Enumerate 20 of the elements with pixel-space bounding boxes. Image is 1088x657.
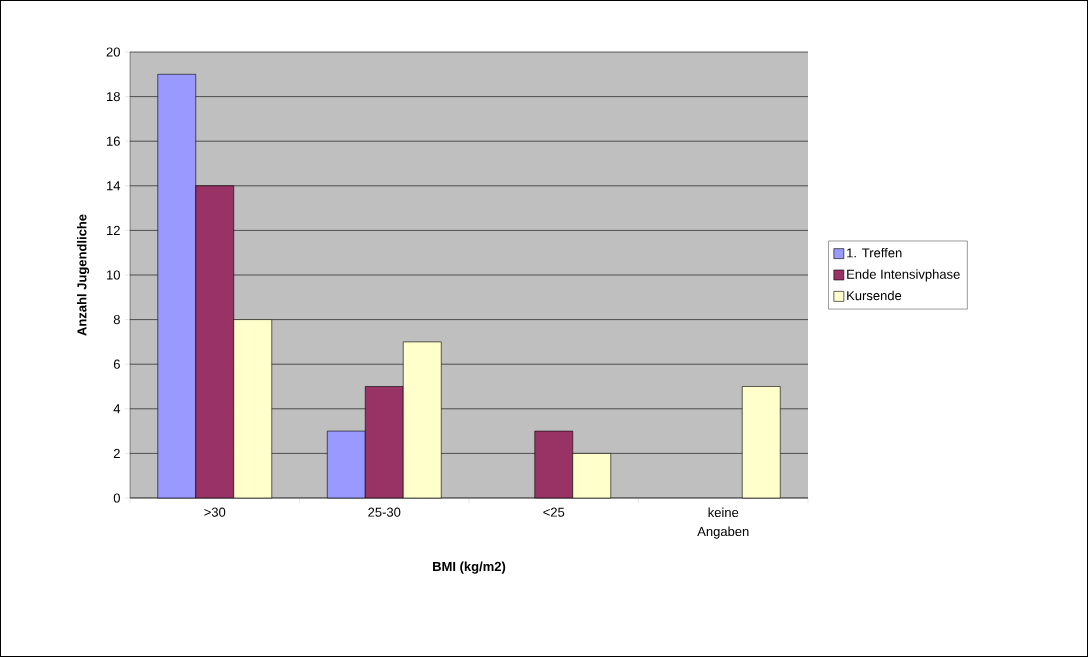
legend-label: 1. Treffen <box>847 247 902 258</box>
y-tick-label: 10 <box>107 270 120 280</box>
y-axis-title: Anzahl Jugendliche <box>76 214 90 336</box>
y-tick-label: 2 <box>113 448 120 458</box>
y-tick-label: 14 <box>107 181 121 191</box>
y-tick-label: 0 <box>113 493 120 503</box>
y-tick-label: 16 <box>107 136 120 146</box>
legend-label: Ende Intensivphase <box>847 269 960 282</box>
x-tick-label: 25-30 <box>368 507 401 517</box>
x-axis-title: BMI (kg/m2) <box>433 561 506 574</box>
y-tick-label: 6 <box>113 359 120 369</box>
y-tick-label: 4 <box>113 404 121 414</box>
x-tick-label: keine Angaben <box>697 507 749 539</box>
x-tick-label: >30 <box>204 507 226 517</box>
legend-label: Kursende <box>847 290 902 301</box>
y-tick-label: 20 <box>106 47 120 57</box>
y-tick-label: 8 <box>113 314 120 325</box>
y-tick-label: 12 <box>107 225 120 235</box>
x-tick-label: <25 <box>543 507 565 517</box>
y-tick-label: 18 <box>107 91 120 102</box>
